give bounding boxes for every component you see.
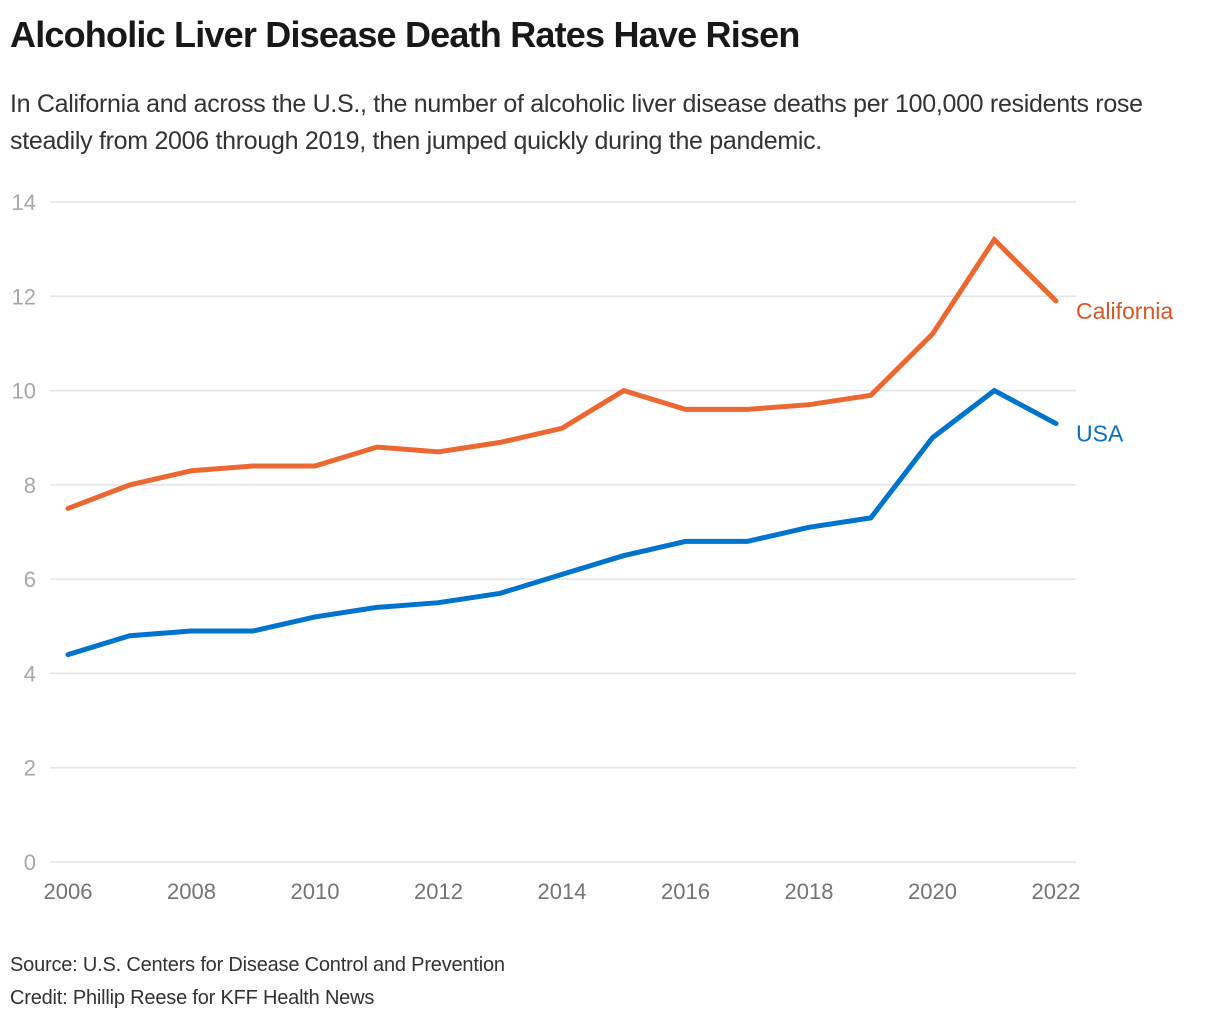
chart-subtitle: In California and across the U.S., the n… [10, 90, 1143, 155]
series-line-california [65, 235, 1059, 511]
chart-title: Alcoholic Liver Disease Death Rates Have… [10, 14, 800, 55]
credit-note: Credit: Phillip Reese for KFF Health New… [10, 987, 375, 1009]
x-tick-label: 2012 [414, 879, 463, 904]
y-tick-label: 0 [24, 850, 36, 875]
y-tick-label: 12 [12, 284, 36, 309]
x-tick-label: 2010 [291, 879, 340, 904]
series-label-california: California [1076, 298, 1173, 324]
x-tick-label: 2022 [1032, 879, 1081, 904]
y-axis: 0 2 4 6 8 10 12 14 [12, 190, 36, 875]
x-tick-label: 2008 [167, 879, 216, 904]
x-tick-label: 2016 [661, 879, 710, 904]
y-tick-label: 6 [24, 567, 36, 592]
x-tick-label: 2018 [785, 879, 834, 904]
source-note: Source: U.S. Centers for Disease Control… [10, 954, 505, 976]
series-lines [65, 235, 1059, 658]
series-line-usa [65, 387, 1059, 658]
line-chart: 0 2 4 6 8 10 12 14 2006 2008 2010 2012 2014 2016 2018… [12, 190, 1174, 904]
series-label-usa: USA [1076, 421, 1124, 447]
x-tick-label: 2020 [908, 879, 957, 904]
y-tick-label: 2 [24, 756, 36, 781]
y-tick-label: 4 [24, 661, 36, 686]
y-tick-label: 8 [24, 473, 36, 498]
y-tick-label: 10 [12, 379, 36, 404]
x-tick-label: 2006 [44, 879, 93, 904]
x-axis: 2006 2008 2010 2012 2014 2016 2018 2020 2022 [44, 879, 1081, 904]
series-labels: California USA [1076, 298, 1173, 447]
x-tick-label: 2014 [538, 879, 587, 904]
y-tick-label: 14 [12, 190, 36, 215]
gridlines [50, 201, 1076, 863]
